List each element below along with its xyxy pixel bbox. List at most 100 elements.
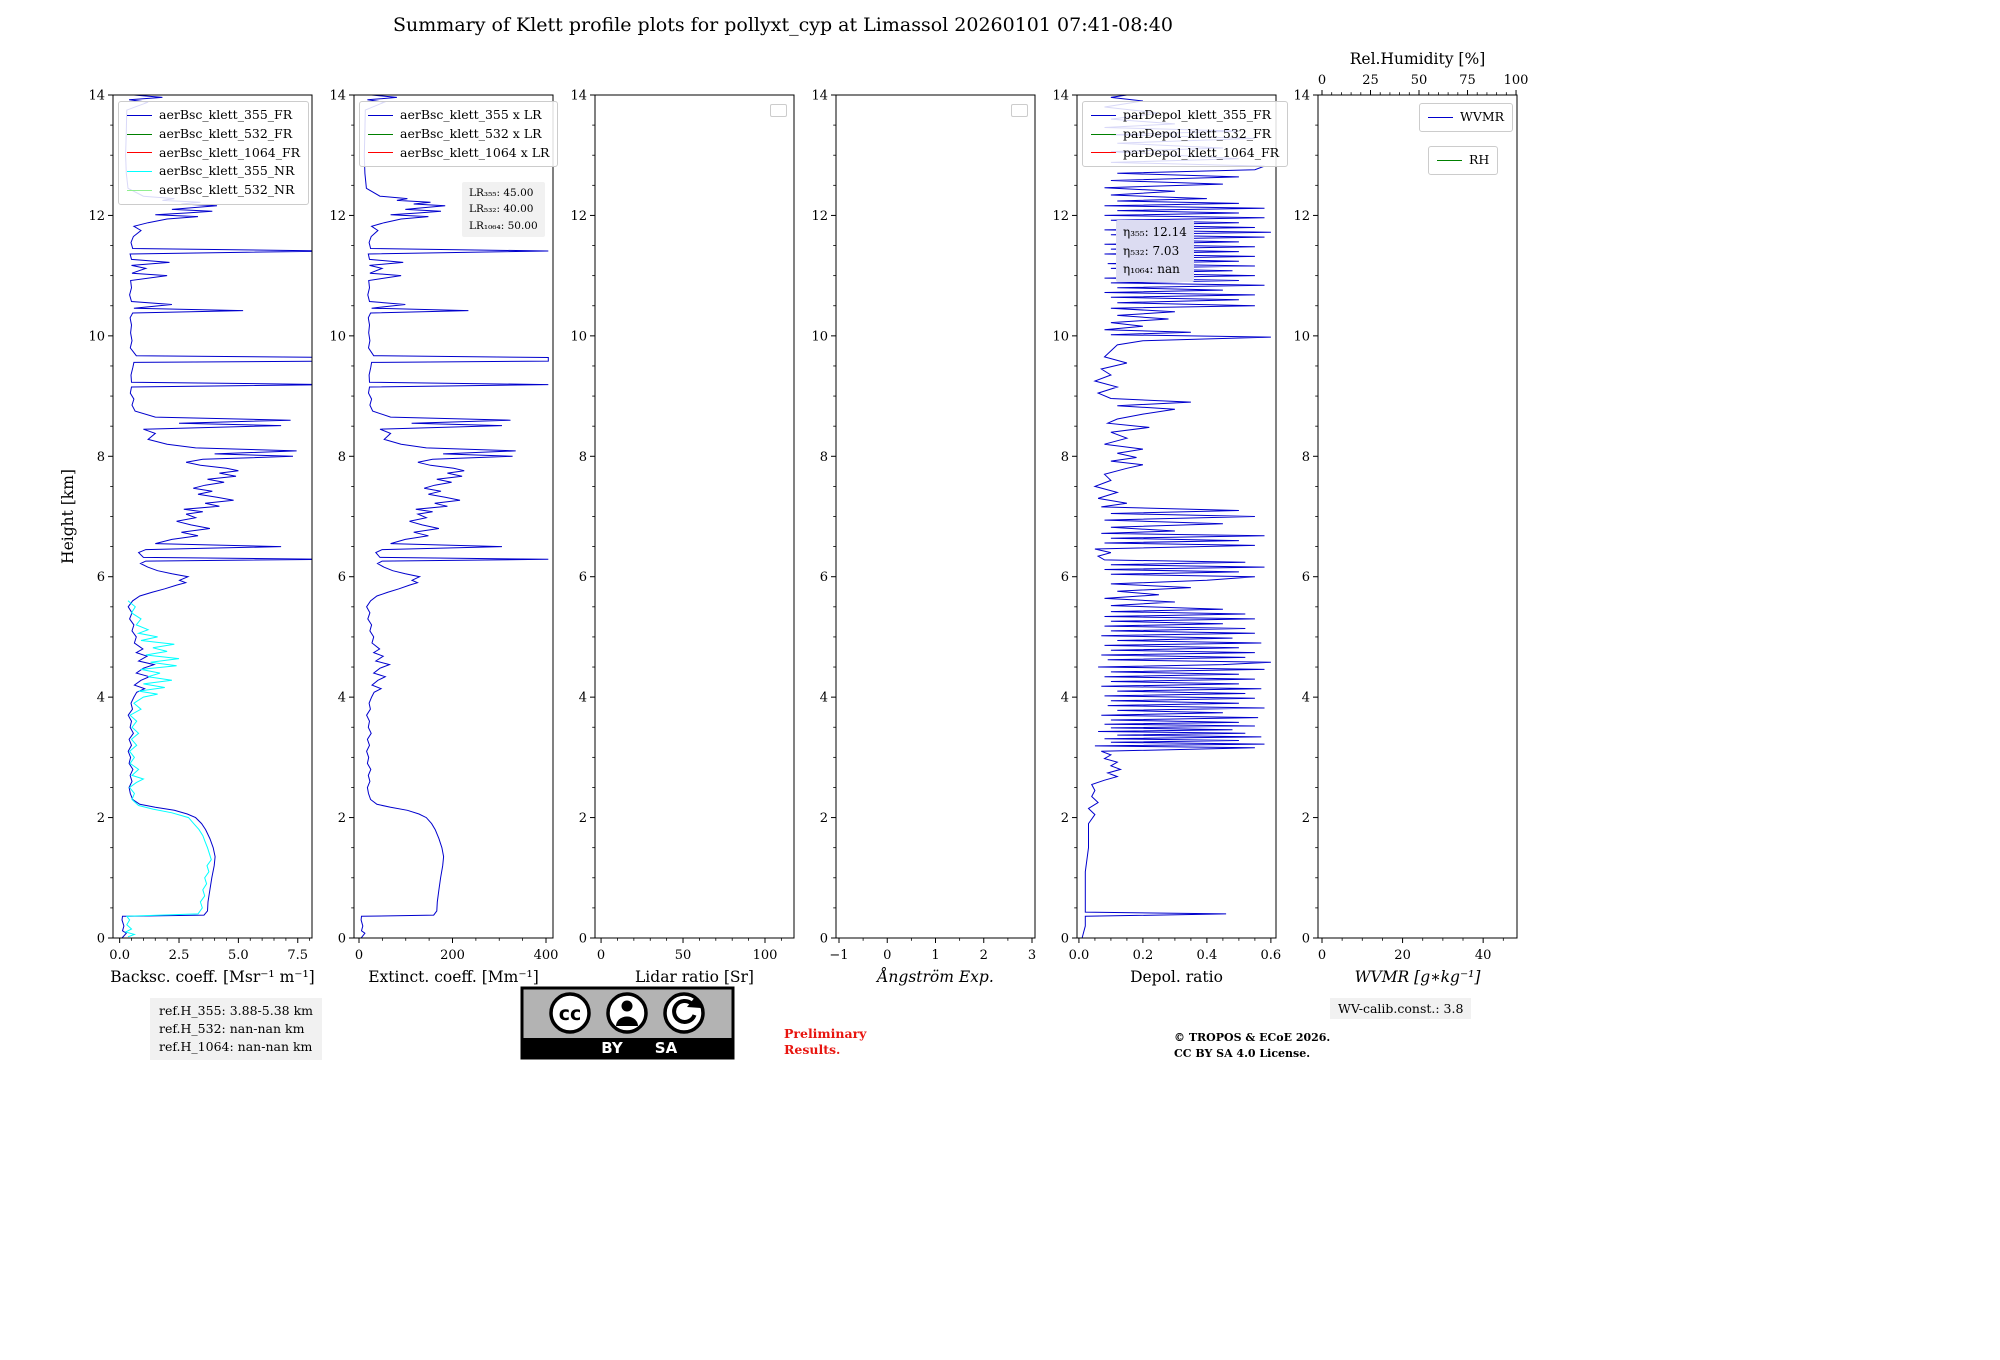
y-tick-label: 14 — [329, 89, 346, 104]
y-tick-label: 8 — [820, 450, 828, 465]
axes-spine — [594, 94, 795, 939]
y-tick-label: 12 — [570, 209, 587, 224]
sa-arrow-icon — [663, 992, 705, 1034]
x-tick-label: 0.0 — [109, 948, 130, 963]
y-tick-label: 2 — [1302, 811, 1310, 826]
legend-label: aerBsc_klett_532_FR — [159, 125, 293, 141]
legend-extinction: aerBsc_klett_355 x LR aerBsc_klett_532 x … — [359, 101, 559, 168]
y-axis-label: Height [km] — [59, 469, 77, 564]
top-tick-label: 0 — [1318, 73, 1326, 88]
legend-line-swatch — [127, 114, 152, 116]
x-tick-label: 50 — [675, 948, 692, 963]
y-tick-label: 10 — [811, 329, 828, 344]
x-tick-label: 1 — [931, 948, 939, 963]
y-tick-label: 6 — [1061, 570, 1069, 585]
y-tick-label: 10 — [1293, 329, 1310, 344]
legend-label: aerBsc_klett_532 x LR — [400, 125, 542, 141]
x-axis-label: Extinct. coeff. [Mm⁻¹] — [368, 968, 539, 986]
y-tick-label: 2 — [820, 811, 828, 826]
legend-label: parDepol_klett_1064_FR — [1123, 144, 1280, 160]
preliminary-results-note: Preliminary Results. — [784, 1026, 866, 1059]
legend-line-swatch — [368, 133, 393, 135]
badge-bottom-bar — [522, 1038, 733, 1058]
y-tick-label: 8 — [1302, 450, 1310, 465]
legend-line-swatch — [127, 152, 152, 154]
legend-label: aerBsc_klett_355_NR — [159, 163, 295, 179]
legend-line-swatch — [1437, 159, 1462, 161]
series-aerBsc_klett_355_FR — [121, 95, 312, 938]
legend-label: aerBsc_klett_532_NR — [159, 182, 295, 197]
legend-entry: aerBsc_klett_355_NR — [127, 162, 300, 181]
axes-spine — [1076, 94, 1277, 939]
legend-label: aerBsc_klett_355_FR — [159, 107, 293, 122]
x-tick-label: 100 — [753, 948, 778, 963]
y-tick-label: 0 — [1061, 932, 1069, 947]
legend-entry: aerBsc_klett_1064_FR — [127, 144, 300, 163]
x-tick-label: 0 — [355, 948, 363, 963]
legend-line-swatch — [127, 171, 152, 173]
y-tick-label: 2 — [1061, 811, 1069, 826]
y-tick-label: 12 — [329, 209, 346, 224]
y-tick-label: 0 — [1302, 932, 1310, 947]
legend-entry: aerBsc_klett_1064 x LR — [368, 144, 549, 163]
series-aerBsc_klett_355_NR — [124, 600, 212, 938]
top-tick-label: 50 — [1411, 73, 1428, 88]
top-tick-label: 25 — [1362, 73, 1379, 88]
x-axis-label: Backsc. coeff. [Msr⁻¹ m⁻¹] — [110, 968, 314, 986]
y-tick-label: 4 — [1302, 691, 1310, 706]
y-tick-label: 8 — [579, 450, 587, 465]
badge-by-label: BY — [601, 1039, 624, 1057]
y-tick-label: 6 — [97, 570, 105, 585]
preliminary-line-1: Preliminary — [784, 1026, 867, 1041]
panel-extinction: 0 2 4 6 8 10 12 14 0 200 400 Extinct. coeff. [Mm⁻¹] — [329, 89, 558, 987]
x-tick-label: 0.4 — [1197, 948, 1218, 963]
y-tick-label: 0 — [820, 932, 828, 947]
lidar-ratio-annotation: LR₃₅₅: 45.00 LR₅₃₂: 40.00 LR₁₀₆₄: 50.00 — [462, 182, 545, 237]
x-axis-label: Ångström Exp. — [875, 968, 994, 986]
x-axis-label: Lidar ratio [Sr] — [635, 968, 754, 986]
y-tick-label: 4 — [97, 691, 105, 706]
y-tick-label: 12 — [1293, 209, 1310, 224]
x-axis-label: Depol. ratio — [1130, 968, 1223, 986]
figure-title: Summary of Klett profile plots for polly… — [393, 14, 1173, 36]
legend-line-swatch — [368, 152, 393, 154]
legend-label: parDepol_klett_355_FR — [1123, 107, 1272, 122]
legend-entry: aerBsc_klett_355_FR — [127, 106, 300, 125]
x-tick-label: 20 — [1394, 948, 1411, 963]
panel-depol: 0 2 4 6 8 10 12 14 0.0 0.2 0.4 0.6 Depol. ratio — [1052, 89, 1281, 987]
legend-rh: RH — [1428, 146, 1499, 175]
lr-1064-value: LR₁₀₆₄: 50.00 — [469, 219, 538, 232]
ref-height-532: ref.H_532: nan-nan km — [159, 1021, 305, 1037]
svg-text:cc: cc — [559, 1003, 582, 1025]
y-tick-label: 12 — [1052, 209, 1069, 224]
y-tick-label: 12 — [811, 209, 828, 224]
y-tick-label: 4 — [1061, 691, 1069, 706]
x-tick-label: −1 — [829, 948, 848, 963]
copyright-line-2: CC BY SA 4.0 License. — [1174, 1046, 1311, 1060]
x-tick-label: 0.0 — [1069, 948, 1090, 963]
y-tick-label: 14 — [88, 89, 105, 104]
lr-355-value: LR₃₅₅: 45.00 — [469, 187, 534, 199]
legend-entry: aerBsc_klett_532_NR — [127, 181, 300, 200]
legend-label: aerBsc_klett_1064_FR — [159, 144, 301, 160]
y-tick-label: 6 — [338, 570, 346, 585]
legend-line-swatch — [1091, 133, 1116, 135]
preliminary-line-2: Results. — [784, 1042, 841, 1058]
top-tick-label: 100 — [1504, 73, 1529, 88]
y-tick-label: 2 — [97, 811, 105, 826]
legend-line-swatch — [127, 189, 152, 191]
panel-lidar_ratio: 0 2 4 6 8 10 12 14 0 50 100 Lidar ratio [Sr] — [570, 89, 795, 986]
y-tick-label: 4 — [820, 691, 828, 706]
x-tick-label: 0.6 — [1261, 948, 1282, 963]
panel-wvmr: 0 2 4 6 8 10 12 14 0 20 40 WVMR [g∗kg⁻¹] 0 25 50 75 100 R… — [1293, 50, 1528, 986]
x-tick-label: 0 — [883, 948, 891, 963]
axes-spine — [112, 94, 313, 939]
copyright-line-1: © TROPOS & ECoE 2026. — [1174, 1031, 1331, 1044]
series-aerBsc_klett_355 x LR — [360, 95, 549, 938]
axes-spine — [835, 94, 1036, 939]
legend-entry: parDepol_klett_355_FR — [1091, 106, 1279, 125]
legend-empty-lidar-ratio — [770, 104, 787, 117]
y-tick-label: 10 — [1052, 329, 1069, 344]
